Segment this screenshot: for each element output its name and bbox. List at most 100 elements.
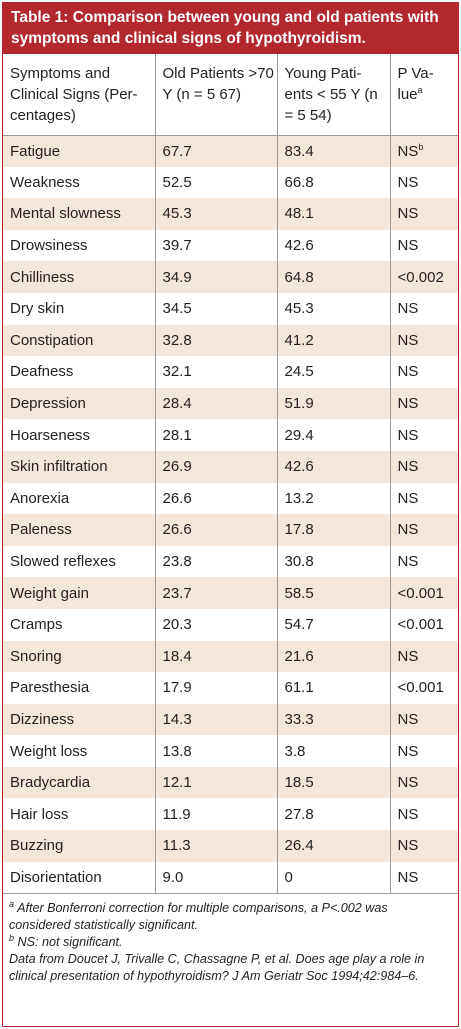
cell-young-percent-text: 17.8 [284,521,314,539]
footnote-a-text: After Bonferroni correction for multiple… [9,901,388,933]
cell-young-percent-text: 48.1 [284,205,314,223]
cell-symptom: Fatigue [3,135,156,167]
cell-young-percent: 3.8 [277,735,391,767]
table-row: Paleness 26.6 17.8 NS [3,514,458,546]
table-row: Disorientation 9.0 0 NS [3,861,458,894]
table-row: Chilliness 34.9 64.8 <0.002 [3,261,458,293]
cell-young-percent: 48.1 [277,198,391,230]
cell-symptom: Weakness [3,166,156,199]
symptoms-table: Symptoms and Clinical Signs (Per-centage… [3,54,458,894]
cell-young-percent: 17.8 [277,514,391,546]
cell-old-percent: 23.8 [155,545,278,578]
cell-old-percent: 17.9 [155,672,278,704]
cell-young-percent-text: 18.5 [284,774,314,792]
cell-p-value-text: NS [397,489,419,507]
cell-p-value: NS [390,735,458,767]
cell-old-percent: 32.1 [155,356,278,388]
footnote-marker: b [9,933,15,944]
table-row: Mental slowness 45.3 48.1 NS [3,198,458,230]
cell-young-percent-text: 45.3 [284,300,314,318]
table-row: Buzzing 11.3 26.4 NS [3,830,458,862]
cell-symptom-text: Weakness [10,173,80,191]
cell-symptom: Drowsiness [3,229,156,262]
cell-symptom: Chilliness [3,261,156,293]
cell-young-percent-text: 30.8 [284,553,314,571]
cell-old-percent-text: 13.8 [162,742,192,760]
cell-old-percent: 26.6 [155,514,278,546]
table-row: Slowed reflexes 23.8 30.8 NS [3,545,458,578]
cell-old-percent-text: 34.5 [162,300,192,318]
footnote-b: b NS: not significant. [9,934,450,951]
cell-young-percent: 66.8 [277,166,391,199]
cell-p-value-text: <0.001 [397,584,444,602]
table-row: Dizziness 14.3 33.3 NS [3,703,458,736]
cell-p-value-text: NS [397,647,419,665]
cell-young-percent-text: 58.5 [284,584,314,602]
cell-young-percent-text: 26.4 [284,837,314,855]
cell-old-percent-text: 18.4 [162,647,192,665]
cell-symptom-text: Hair loss [10,805,69,823]
cell-p-value-text: NS [397,805,419,823]
cell-symptom: Cramps [3,608,156,641]
cell-symptom-text: Snoring [10,647,62,665]
cell-symptom-text: Slowed reflexes [10,553,116,571]
cell-old-percent: 67.7 [155,135,278,167]
cell-p-value-text: NS [397,521,419,539]
header-row: Symptoms and Clinical Signs (Per-centage… [3,54,458,136]
cell-young-percent: 42.6 [277,450,391,483]
table-row: Depression 28.4 51.9 NS [3,387,458,420]
table-row: Weakness 52.5 66.8 NS [3,166,458,199]
cell-symptom: Buzzing [3,830,156,862]
cell-p-value: NS [390,546,458,578]
cell-young-percent: 26.4 [277,830,391,862]
cell-symptom: Deafness [3,356,156,388]
cell-p-value: NS [390,514,458,546]
cell-old-percent-text: 20.3 [162,616,192,634]
cell-p-value: NS [390,862,458,894]
footnote-a: a After Bonferroni correction for multip… [9,900,450,934]
cell-young-percent: 51.9 [277,387,391,420]
cell-old-percent: 28.1 [155,419,278,451]
cell-old-percent: 52.5 [155,166,278,199]
cell-young-percent: 41.2 [277,324,391,357]
cell-symptom-text: Paleness [10,521,72,539]
table-row: Snoring 18.4 21.6 NS [3,640,458,673]
cell-old-percent: 20.3 [155,608,278,641]
cell-symptom-text: Dizziness [10,710,75,728]
cell-symptom-text: Anorexia [10,489,70,507]
cell-symptom: Hoarseness [3,419,156,451]
cell-old-percent-text: 39.7 [162,237,192,255]
cell-p-value: NS [390,230,458,262]
cell-young-percent-text: 21.6 [284,647,314,665]
cell-young-percent: 64.8 [277,261,391,293]
cell-p-value: NS [390,798,458,830]
cell-young-percent: 45.3 [277,292,391,325]
cell-p-value: <0.001 [390,672,458,704]
cell-p-value-text: NS [397,237,419,255]
cell-p-value: NS [390,167,458,199]
cell-old-percent: 12.1 [155,766,278,799]
cell-old-percent: 26.9 [155,450,278,483]
cell-symptom-text: Depression [10,395,86,413]
cell-symptom-text: Dry skin [10,300,65,318]
table-row: Hair loss 11.9 27.8 NS [3,798,458,831]
cell-old-percent-text: 34.9 [162,268,192,286]
cell-old-percent-text: 11.3 [162,837,191,855]
cell-p-value: NS [390,387,458,420]
cell-old-percent: 14.3 [155,703,278,736]
cell-symptom: Weight loss [3,735,156,767]
cell-symptom-text: Disorientation [10,868,102,886]
footnotes: a After Bonferroni correction for multip… [3,893,458,985]
cell-p-value-text: NS [397,774,419,792]
table-row: Drowsiness 39.7 42.6 NS [3,229,458,262]
table-row: Skin infiltration 26.9 42.6 NS [3,450,458,483]
cell-young-percent-text: 41.2 [284,331,314,349]
cell-p-value: NSb [390,135,458,167]
table-row: Fatigue 67.7 83.4 NSb [3,135,458,167]
table-row: Anorexia 26.6 13.2 NS [3,482,458,515]
cell-p-value-text: NS [397,395,419,413]
cell-young-percent: 24.5 [277,356,391,388]
cell-old-percent-text: 32.1 [162,363,192,381]
cell-young-percent-text: 24.5 [284,363,314,381]
footnote-marker: a [9,899,15,910]
